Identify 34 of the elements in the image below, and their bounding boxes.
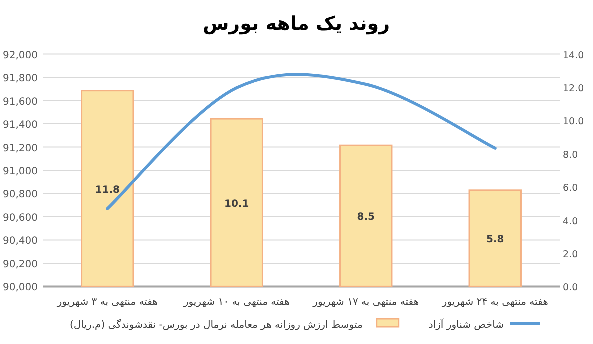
y-tick-label: 92,000 [3, 50, 38, 62]
y2-tick-label: 4.0 [563, 216, 578, 228]
y2-tick-label: 0.0 [563, 282, 578, 294]
y-tick-label: 90,400 [3, 236, 38, 248]
data-label: 10.1 [224, 198, 250, 210]
legend-label: شاخص شناور آزاد [428, 318, 504, 331]
y-tick-label: 90,600 [3, 212, 38, 224]
legend-label: متوسط ارزش روزانه هر معامله نرمال در بورس- نقدشوندگی (م.ریال) [70, 319, 363, 331]
x-tick-label: هفته منتهی به ۱۷ شهریور [312, 297, 420, 308]
y-tick-label: 90,800 [3, 190, 38, 201]
y2-tick-label: 2.0 [563, 250, 578, 260]
y2-tick-label: 8.0 [563, 150, 578, 161]
x-tick-label: هفته منتهی به ۳ شهریور [56, 297, 158, 308]
y2-tick-label: 10.0 [563, 116, 584, 128]
y-tick-label: 91,400 [3, 120, 38, 132]
y-tick-label: 90,200 [3, 259, 38, 270]
y2-tick-label: 12.0 [563, 84, 584, 94]
y-tick-label: 91,600 [3, 96, 38, 108]
y2-tick-label: 6.0 [563, 183, 578, 194]
data-label: 8.5 [357, 212, 376, 224]
x-tick-label: هفته منتهی به ۱۰ شهریور [182, 297, 290, 308]
y-tick-label: 90,000 [3, 282, 38, 294]
bar [210, 118, 264, 288]
y2-tick-label: 14.0 [563, 50, 584, 62]
bar [340, 144, 393, 288]
y-tick-label: 91,200 [3, 143, 38, 154]
x-tick-label: هفته منتهی به ۲۴ شهریور [441, 297, 548, 308]
bar [81, 90, 134, 288]
chart-title: روند یک ماهه بورس [202, 13, 390, 35]
bar [468, 190, 522, 288]
y-tick-label: 91,800 [3, 74, 38, 85]
data-label: 5.8 [486, 234, 504, 246]
data-label: 11.8 [95, 184, 120, 196]
y-tick-label: 91,000 [3, 166, 38, 178]
